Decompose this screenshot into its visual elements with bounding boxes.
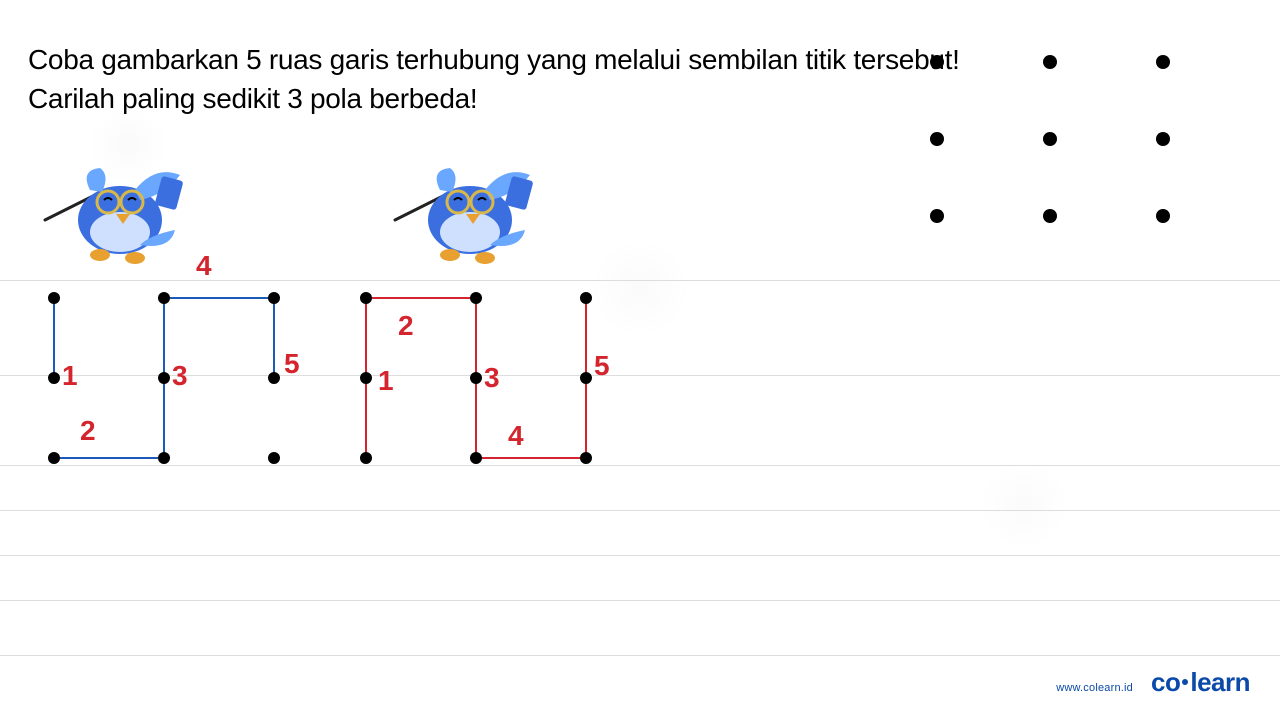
footer-logo: colearn	[1151, 667, 1250, 698]
question-text: Coba gambarkan 5 ruas garis terhubung ya…	[28, 40, 960, 118]
solution-dot	[470, 292, 482, 304]
solution-dot	[580, 452, 592, 464]
hand-label: 1	[62, 360, 78, 392]
nine-dot	[1043, 209, 1057, 223]
ruled-line	[0, 510, 1280, 511]
solution-dot	[268, 372, 280, 384]
question-line-1: Coba gambarkan 5 ruas garis terhubung ya…	[28, 40, 960, 79]
question-line-2: Carilah paling sedikit 3 pola berbeda!	[28, 79, 960, 118]
hand-label: 5	[594, 350, 610, 382]
ruled-line	[0, 465, 1280, 466]
solution-dot	[360, 372, 372, 384]
bird-mascot	[40, 160, 200, 270]
solution-dot	[268, 292, 280, 304]
ruled-line	[0, 375, 1280, 376]
bird-mascot	[390, 160, 550, 270]
footer-url: www.colearn.id	[1056, 682, 1133, 694]
hand-label: 3	[484, 362, 500, 394]
solution-dot	[48, 372, 60, 384]
ruled-line	[0, 280, 1280, 281]
solution-dot	[48, 452, 60, 464]
solution-dot	[360, 292, 372, 304]
solution-dot	[158, 452, 170, 464]
solution-dot	[360, 452, 372, 464]
footer: www.colearn.id colearn	[1056, 667, 1250, 698]
solution-dot	[470, 452, 482, 464]
nine-dot	[930, 209, 944, 223]
ruled-line	[0, 600, 1280, 601]
hand-label: 1	[378, 365, 394, 397]
hand-label: 2	[398, 310, 414, 342]
hand-label: 5	[284, 348, 300, 380]
hand-label: 3	[172, 360, 188, 392]
hand-label: 4	[508, 420, 524, 452]
logo-dot-icon	[1182, 679, 1188, 685]
logo-left: co	[1151, 667, 1180, 697]
nine-dot	[930, 55, 944, 69]
solution-dot	[470, 372, 482, 384]
solution-dot	[268, 452, 280, 464]
nine-dot	[1043, 132, 1057, 146]
hand-label: 2	[80, 415, 96, 447]
logo-right: learn	[1190, 667, 1250, 697]
solution-dot	[48, 292, 60, 304]
solution-dot	[580, 372, 592, 384]
solution-dot	[580, 292, 592, 304]
solution-dot	[158, 292, 170, 304]
nine-dot	[1043, 55, 1057, 69]
nine-dot	[1156, 209, 1170, 223]
hand-label: 4	[196, 250, 212, 282]
ruled-line	[0, 555, 1280, 556]
nine-dot	[1156, 132, 1170, 146]
ruled-line	[0, 655, 1280, 656]
nine-dot	[1156, 55, 1170, 69]
solution-dot	[158, 372, 170, 384]
nine-dot	[930, 132, 944, 146]
